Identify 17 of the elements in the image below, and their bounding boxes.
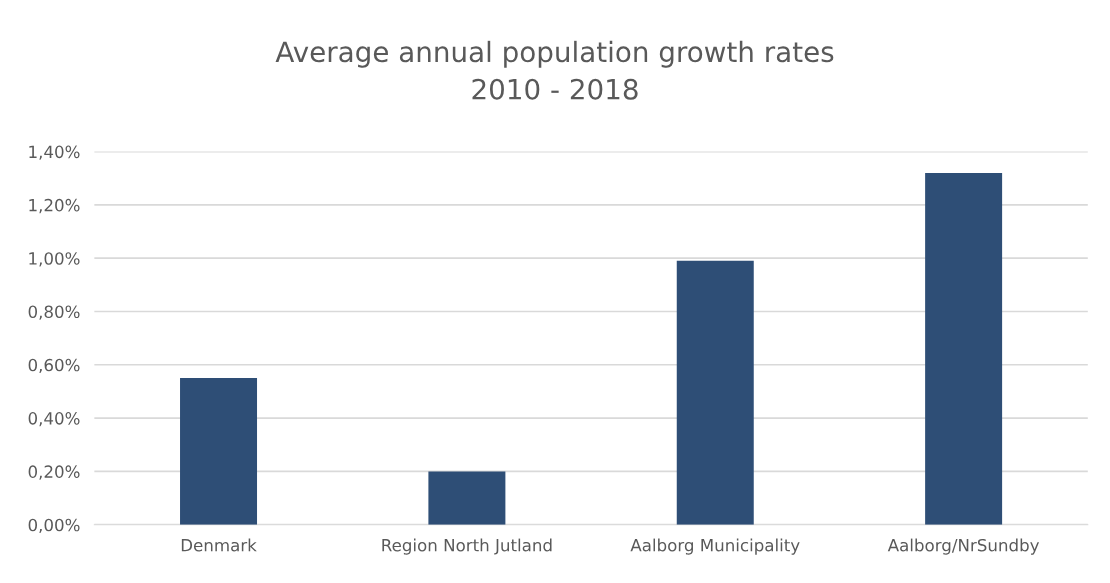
y-tick-label: 1,00% bbox=[29, 252, 80, 267]
y-tick-label: 1,20% bbox=[29, 198, 80, 214]
y-tick-label: 0,00% bbox=[28, 518, 80, 533]
bar bbox=[428, 471, 506, 525]
x-tick-label: Aalborg Municipality bbox=[630, 538, 800, 555]
y-tick-label: 1,40% bbox=[29, 145, 80, 160]
bar bbox=[676, 260, 754, 525]
x-tick-label: Region North Jutland bbox=[382, 538, 552, 555]
y-tick-label: 0,40% bbox=[28, 412, 80, 427]
bar bbox=[925, 172, 1003, 525]
x-tick-label: Aalborg/NrSundby bbox=[887, 538, 1040, 555]
y-tick-label: 0,60% bbox=[28, 358, 80, 374]
chart-title: Average annual population growth rates 2010 - 2018 bbox=[275, 40, 834, 100]
y-tick-label: 0,80% bbox=[28, 305, 80, 320]
bar bbox=[180, 378, 258, 525]
y-tick-label: 0,20% bbox=[28, 465, 80, 480]
x-tick-label: Denmark bbox=[181, 538, 257, 552]
